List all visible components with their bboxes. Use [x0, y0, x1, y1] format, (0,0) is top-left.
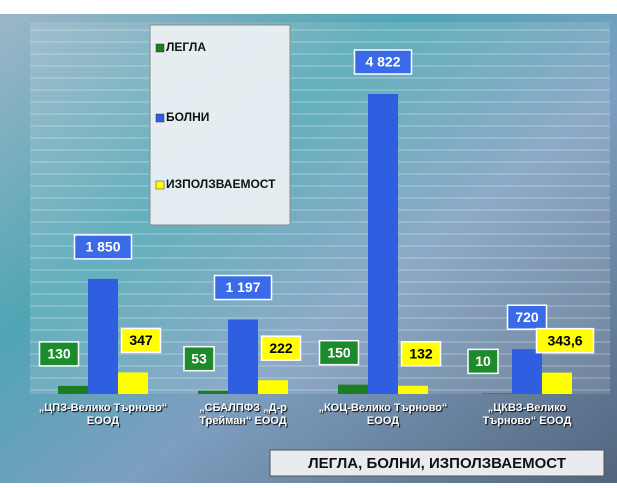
- bar: [58, 385, 88, 394]
- value-label-box: [467, 348, 499, 375]
- bar: [482, 393, 512, 394]
- legend-label-box: ЛЕГЛА: [166, 40, 207, 54]
- legend-swatch: [155, 113, 165, 123]
- chart-title: ЛЕГЛА, БОЛНИ, ИЗПОЛЗВАЕМОСТ: [308, 455, 566, 472]
- x-tick-label: „КОЦ-Велико Търново“ ЕООД: [318, 402, 448, 427]
- value-label-box: [353, 49, 413, 75]
- bar: [512, 349, 542, 394]
- legend-label: ЛЕГЛА: [166, 40, 207, 54]
- x-tick-label: „ЦКВЗ-Велико Търново“ ЕООД: [482, 402, 572, 427]
- bar: [338, 384, 368, 394]
- legend-swatch: [155, 43, 165, 53]
- value-label: 1 850: [85, 239, 120, 255]
- value-label: 132: [409, 345, 433, 361]
- value-label: 720: [515, 309, 539, 325]
- legend-swatch: [155, 180, 165, 190]
- value-label: 10: [475, 353, 491, 369]
- value-label: 1 197: [225, 279, 260, 295]
- value-label-box: [506, 304, 548, 330]
- bar: [228, 319, 258, 394]
- value-label-box: [318, 339, 360, 366]
- value-label-box: [120, 327, 162, 354]
- bar: [542, 372, 572, 394]
- value-label-box: [400, 341, 442, 367]
- value-label-box: [535, 327, 595, 354]
- value-label: 222: [269, 340, 293, 356]
- bar: [88, 278, 118, 394]
- value-label-box: [38, 341, 80, 367]
- value-label: 130: [47, 346, 71, 362]
- value-label-box: [213, 274, 273, 301]
- x-tick-label-box: „ЦПЗ-Велико Търново“ ЕООД: [38, 402, 168, 427]
- value-label: 53: [191, 350, 207, 366]
- legend-label: ИЗПОЛЗВАЕМОСТ: [166, 177, 276, 191]
- value-label-box: [183, 345, 215, 372]
- x-tick-label: „СБАЛПФЗ „Д-р Трейман“ ЕООД: [199, 402, 287, 427]
- x-tick-label-box: „ЦКВЗ-Велико Търново“ ЕООД: [482, 402, 572, 427]
- legend-label-box: ИЗПОЛЗВАЕМОСТ: [166, 177, 276, 191]
- x-tick-label: „ЦПЗ-Велико Търново“ ЕООД: [38, 402, 168, 427]
- bar: [258, 380, 288, 394]
- bar: [368, 94, 398, 394]
- legend-label: БОЛНИ: [166, 110, 210, 124]
- bar: [198, 390, 228, 394]
- bar: [118, 372, 148, 394]
- value-label: 4 822: [365, 54, 400, 70]
- legend-label-box: БОЛНИ: [166, 110, 210, 124]
- title-box: [269, 449, 605, 477]
- legend-box: [149, 24, 291, 226]
- x-tick-label-box: „КОЦ-Велико Търново“ ЕООД: [318, 402, 448, 427]
- value-label: 347: [129, 332, 153, 348]
- value-label: 343,6: [547, 332, 582, 348]
- bar: [398, 385, 428, 394]
- x-tick-label-box: „СБАЛПФЗ „Д-р Трейман“ ЕООД: [199, 402, 287, 427]
- value-label-box: [73, 234, 133, 260]
- value-label-box: [260, 335, 302, 361]
- value-label: 150: [327, 344, 351, 360]
- top-strip: [0, 0, 617, 14]
